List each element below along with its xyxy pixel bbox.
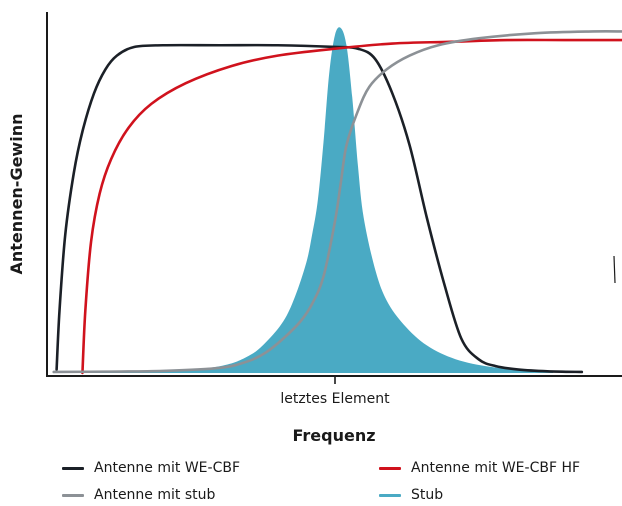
x-tick-label: letztes Element: [280, 391, 390, 407]
legend-label: Stub: [411, 487, 444, 503]
legend-label: Antenne mit WE-CBF: [94, 460, 241, 476]
x-axis-label: Frequenz: [292, 426, 375, 445]
series-line-antenne-mit-we-cbf: [55, 43, 584, 374]
legend-label: Antenne mit WE-CBF HF: [411, 460, 581, 476]
stray-mark: [613, 255, 616, 284]
series-area-stub: [53, 27, 554, 374]
plot-area: [52, 27, 622, 375]
legend-item-antenne-we-cbf: Antenne mit WE-CBF: [62, 460, 240, 476]
legend-swatch-antenne-we-cbf: [62, 466, 84, 470]
legend-swatch-antenne-we-cbf-hf: [379, 466, 401, 470]
legend-swatch-stub: [379, 493, 401, 497]
legend-label: Antenne mit stub: [94, 487, 216, 503]
legend-item-antenne-stub: Antenne mit stub: [62, 487, 215, 503]
x-ticks: letztes Element: [280, 376, 390, 407]
series-line-antenne-mit-we-cbf-hf: [81, 38, 622, 375]
y-axis-label: Antennen-Gewinn: [7, 114, 26, 275]
legend-item-antenne-we-cbf-hf: Antenne mit WE-CBF HF: [379, 460, 580, 476]
series-line-antenne-mit-stub: [52, 30, 622, 374]
legend-swatch-antenne-stub: [62, 493, 84, 497]
legend-item-stub: Stub: [379, 487, 443, 503]
